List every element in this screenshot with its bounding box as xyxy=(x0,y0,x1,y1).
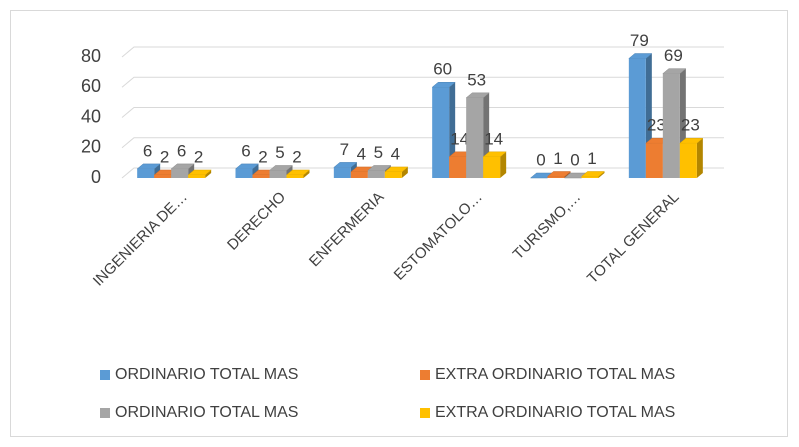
bar-front xyxy=(432,87,450,178)
legend-swatch xyxy=(100,370,110,380)
grid-line xyxy=(121,107,724,118)
data-label: 1 xyxy=(553,149,562,168)
data-label: 2 xyxy=(160,147,169,166)
grid-line xyxy=(121,76,724,88)
grid-line xyxy=(121,167,724,179)
data-label: 5 xyxy=(275,143,284,162)
data-label: 69 xyxy=(664,46,683,65)
bar-side xyxy=(205,169,212,178)
data-label: 14 xyxy=(484,129,503,148)
bar xyxy=(384,166,409,178)
legend-label: EXTRA ORDINARIO TOTAL MAS xyxy=(435,404,675,421)
y-tick-label: 40 xyxy=(81,106,101,126)
data-label: 2 xyxy=(258,147,267,166)
data-label: 23 xyxy=(681,116,700,135)
y-tick-label: 20 xyxy=(81,137,101,157)
legend-label: ORDINARIO TOTAL MAS xyxy=(115,404,298,421)
data-label: 79 xyxy=(630,31,649,50)
data-label: 5 xyxy=(374,143,383,162)
y-tick-label: 0 xyxy=(91,167,101,187)
bar-front xyxy=(628,58,646,179)
data-label: 6 xyxy=(177,141,186,160)
bar-front xyxy=(645,143,663,178)
legend-swatch xyxy=(100,408,110,418)
bar-side xyxy=(696,138,703,178)
bar-side xyxy=(303,169,310,178)
bar-side xyxy=(401,166,408,178)
data-label: 2 xyxy=(194,147,203,166)
bar-front xyxy=(483,156,501,178)
bar-side xyxy=(598,171,605,178)
data-label: 6 xyxy=(143,141,152,160)
data-label: 23 xyxy=(647,116,666,135)
bar-front xyxy=(269,170,287,178)
bar-front xyxy=(350,171,368,178)
bar-front xyxy=(137,168,155,178)
bar xyxy=(285,169,311,178)
bar-front xyxy=(235,168,253,178)
data-label: 0 xyxy=(570,150,579,169)
y-tick-label: 80 xyxy=(81,46,101,66)
data-label: 7 xyxy=(340,140,349,159)
data-label: 60 xyxy=(433,60,452,79)
bar-front xyxy=(581,176,599,178)
data-label: 6 xyxy=(241,141,250,160)
data-label: 14 xyxy=(450,129,469,148)
data-label: 4 xyxy=(391,144,400,163)
legend-label: EXTRA ORDINARIO TOTAL MAS xyxy=(435,366,675,383)
bar-front xyxy=(547,176,565,178)
data-label: 1 xyxy=(587,149,596,168)
bar xyxy=(679,137,704,178)
data-label: 53 xyxy=(467,70,486,89)
bar-front xyxy=(449,156,467,178)
legend-swatch xyxy=(420,370,430,380)
bar xyxy=(546,171,572,178)
data-label: 4 xyxy=(357,144,366,163)
chart-frame xyxy=(10,10,788,437)
bar-front xyxy=(367,170,385,178)
grid-line xyxy=(121,137,724,149)
legend-swatch xyxy=(420,408,430,418)
y-tick-label: 60 xyxy=(81,76,101,96)
bar xyxy=(482,151,507,178)
bar-side xyxy=(500,151,507,178)
bar-front xyxy=(252,174,270,178)
bar-front xyxy=(333,167,351,178)
bar xyxy=(580,171,606,178)
data-label: 2 xyxy=(292,147,301,166)
bar xyxy=(187,169,212,178)
bar-front xyxy=(679,143,697,178)
bar-side xyxy=(564,171,571,178)
bar-front xyxy=(466,97,484,178)
bar-front xyxy=(171,168,189,178)
bar-front xyxy=(154,174,172,178)
bar-front xyxy=(662,73,680,178)
bar-front xyxy=(384,171,402,178)
bar-front xyxy=(286,174,304,178)
grid-line xyxy=(121,46,724,58)
bar-front xyxy=(188,174,206,178)
legend-label: ORDINARIO TOTAL MAS xyxy=(115,366,298,383)
data-label: 0 xyxy=(536,150,545,169)
